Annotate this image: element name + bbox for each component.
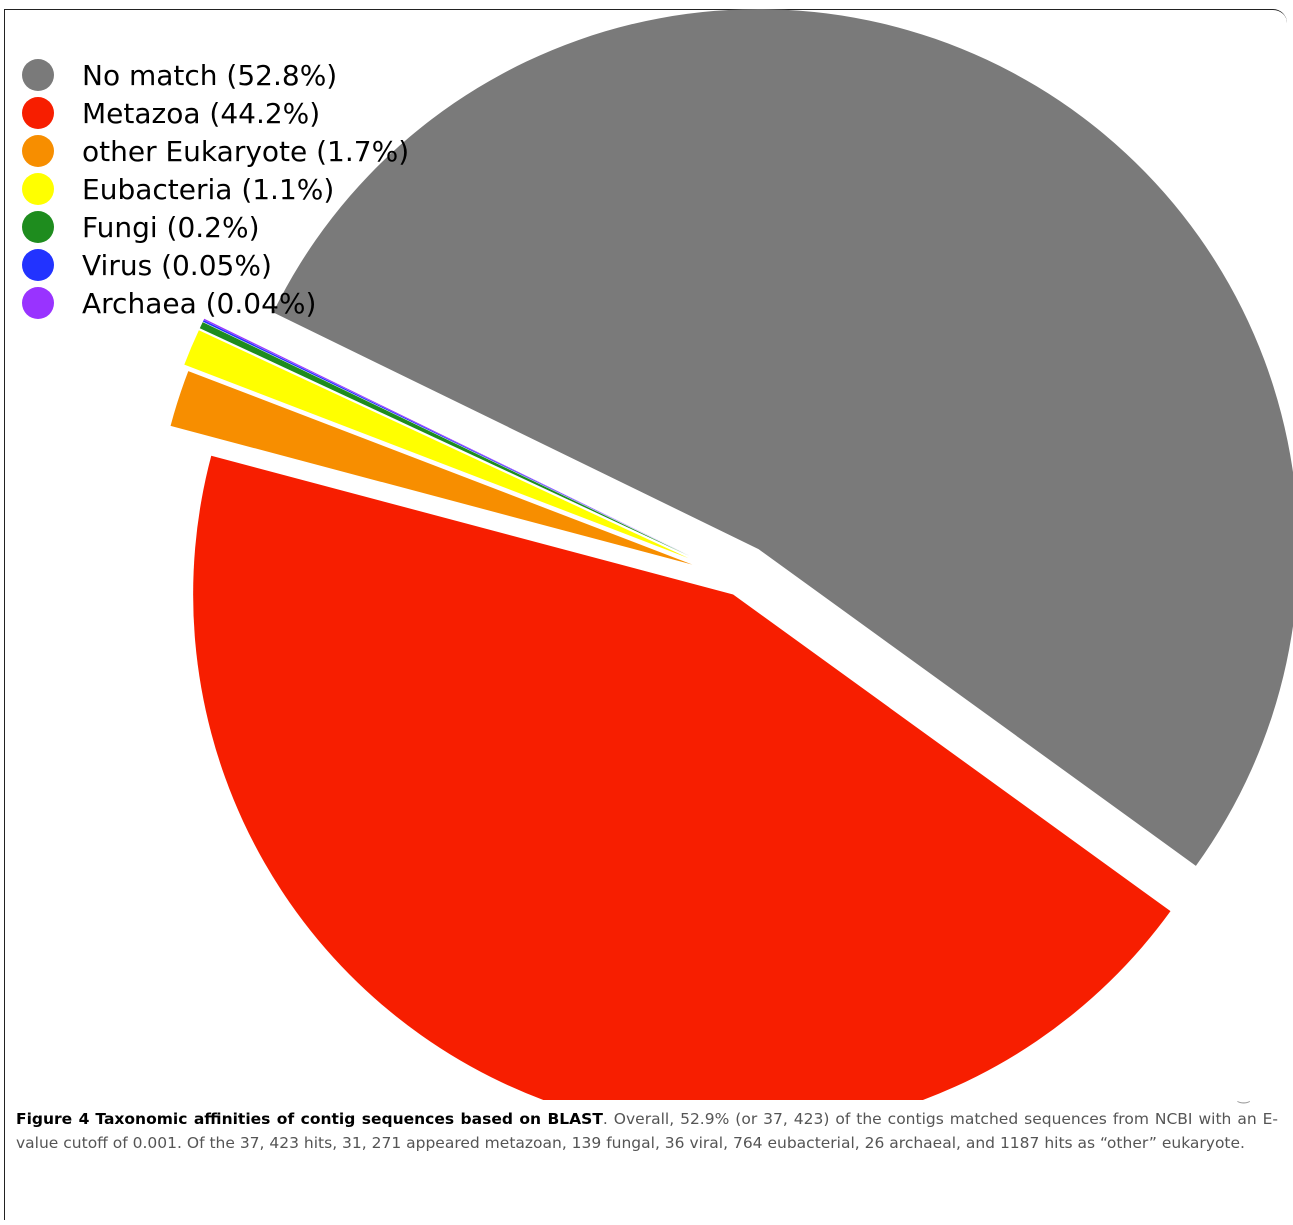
legend-swatch xyxy=(22,249,54,281)
corner-mark: ‿ xyxy=(1238,1088,1250,1104)
legend-label: Archaea (0.04%) xyxy=(82,286,317,320)
legend-swatch xyxy=(22,211,54,243)
legend-item: Virus (0.05%) xyxy=(22,246,409,284)
legend-item: other Eukaryote (1.7%) xyxy=(22,132,409,170)
pie-slice xyxy=(202,320,690,556)
legend-item: Fungi (0.2%) xyxy=(22,208,409,246)
legend: No match (52.8%) Metazoa (44.2%) other Euk… xyxy=(22,56,409,322)
figure-caption: Figure 4 Taxonomic affinities of contig … xyxy=(16,1107,1278,1155)
pie-chart xyxy=(170,9,1293,1100)
legend-swatch xyxy=(22,135,54,167)
legend-swatch xyxy=(22,173,54,205)
legend-label: No match (52.8%) xyxy=(82,58,338,92)
legend-label: Eubacteria (1.1%) xyxy=(82,172,335,206)
figure-frame xyxy=(4,9,1287,1220)
legend-swatch xyxy=(22,97,54,129)
caption-figure-label: Figure 4 xyxy=(16,1110,90,1128)
pie-slice xyxy=(170,371,693,565)
pie-slice xyxy=(203,318,690,556)
legend-label: Metazoa (44.2%) xyxy=(82,96,321,130)
legend-swatch xyxy=(22,287,54,319)
legend-label: Virus (0.05%) xyxy=(82,248,272,282)
legend-item: No match (52.8%) xyxy=(22,56,409,94)
legend-label: Fungi (0.2%) xyxy=(82,210,260,244)
pie-slice xyxy=(199,322,690,557)
caption-title: Taxonomic affinities of contig sequences… xyxy=(95,1110,603,1128)
legend-label: other Eukaryote (1.7%) xyxy=(82,134,410,168)
pie-slice xyxy=(193,455,1171,1100)
legend-item: Archaea (0.04%) xyxy=(22,284,409,322)
pie-slice xyxy=(273,9,1293,866)
legend-item: Metazoa (44.2%) xyxy=(22,94,409,132)
legend-swatch xyxy=(22,59,54,91)
pie-slice xyxy=(184,330,689,559)
legend-item: Eubacteria (1.1%) xyxy=(22,170,409,208)
caption-text: . Overall, 52.9% (or 37, 423) of the con… xyxy=(16,1110,1278,1152)
